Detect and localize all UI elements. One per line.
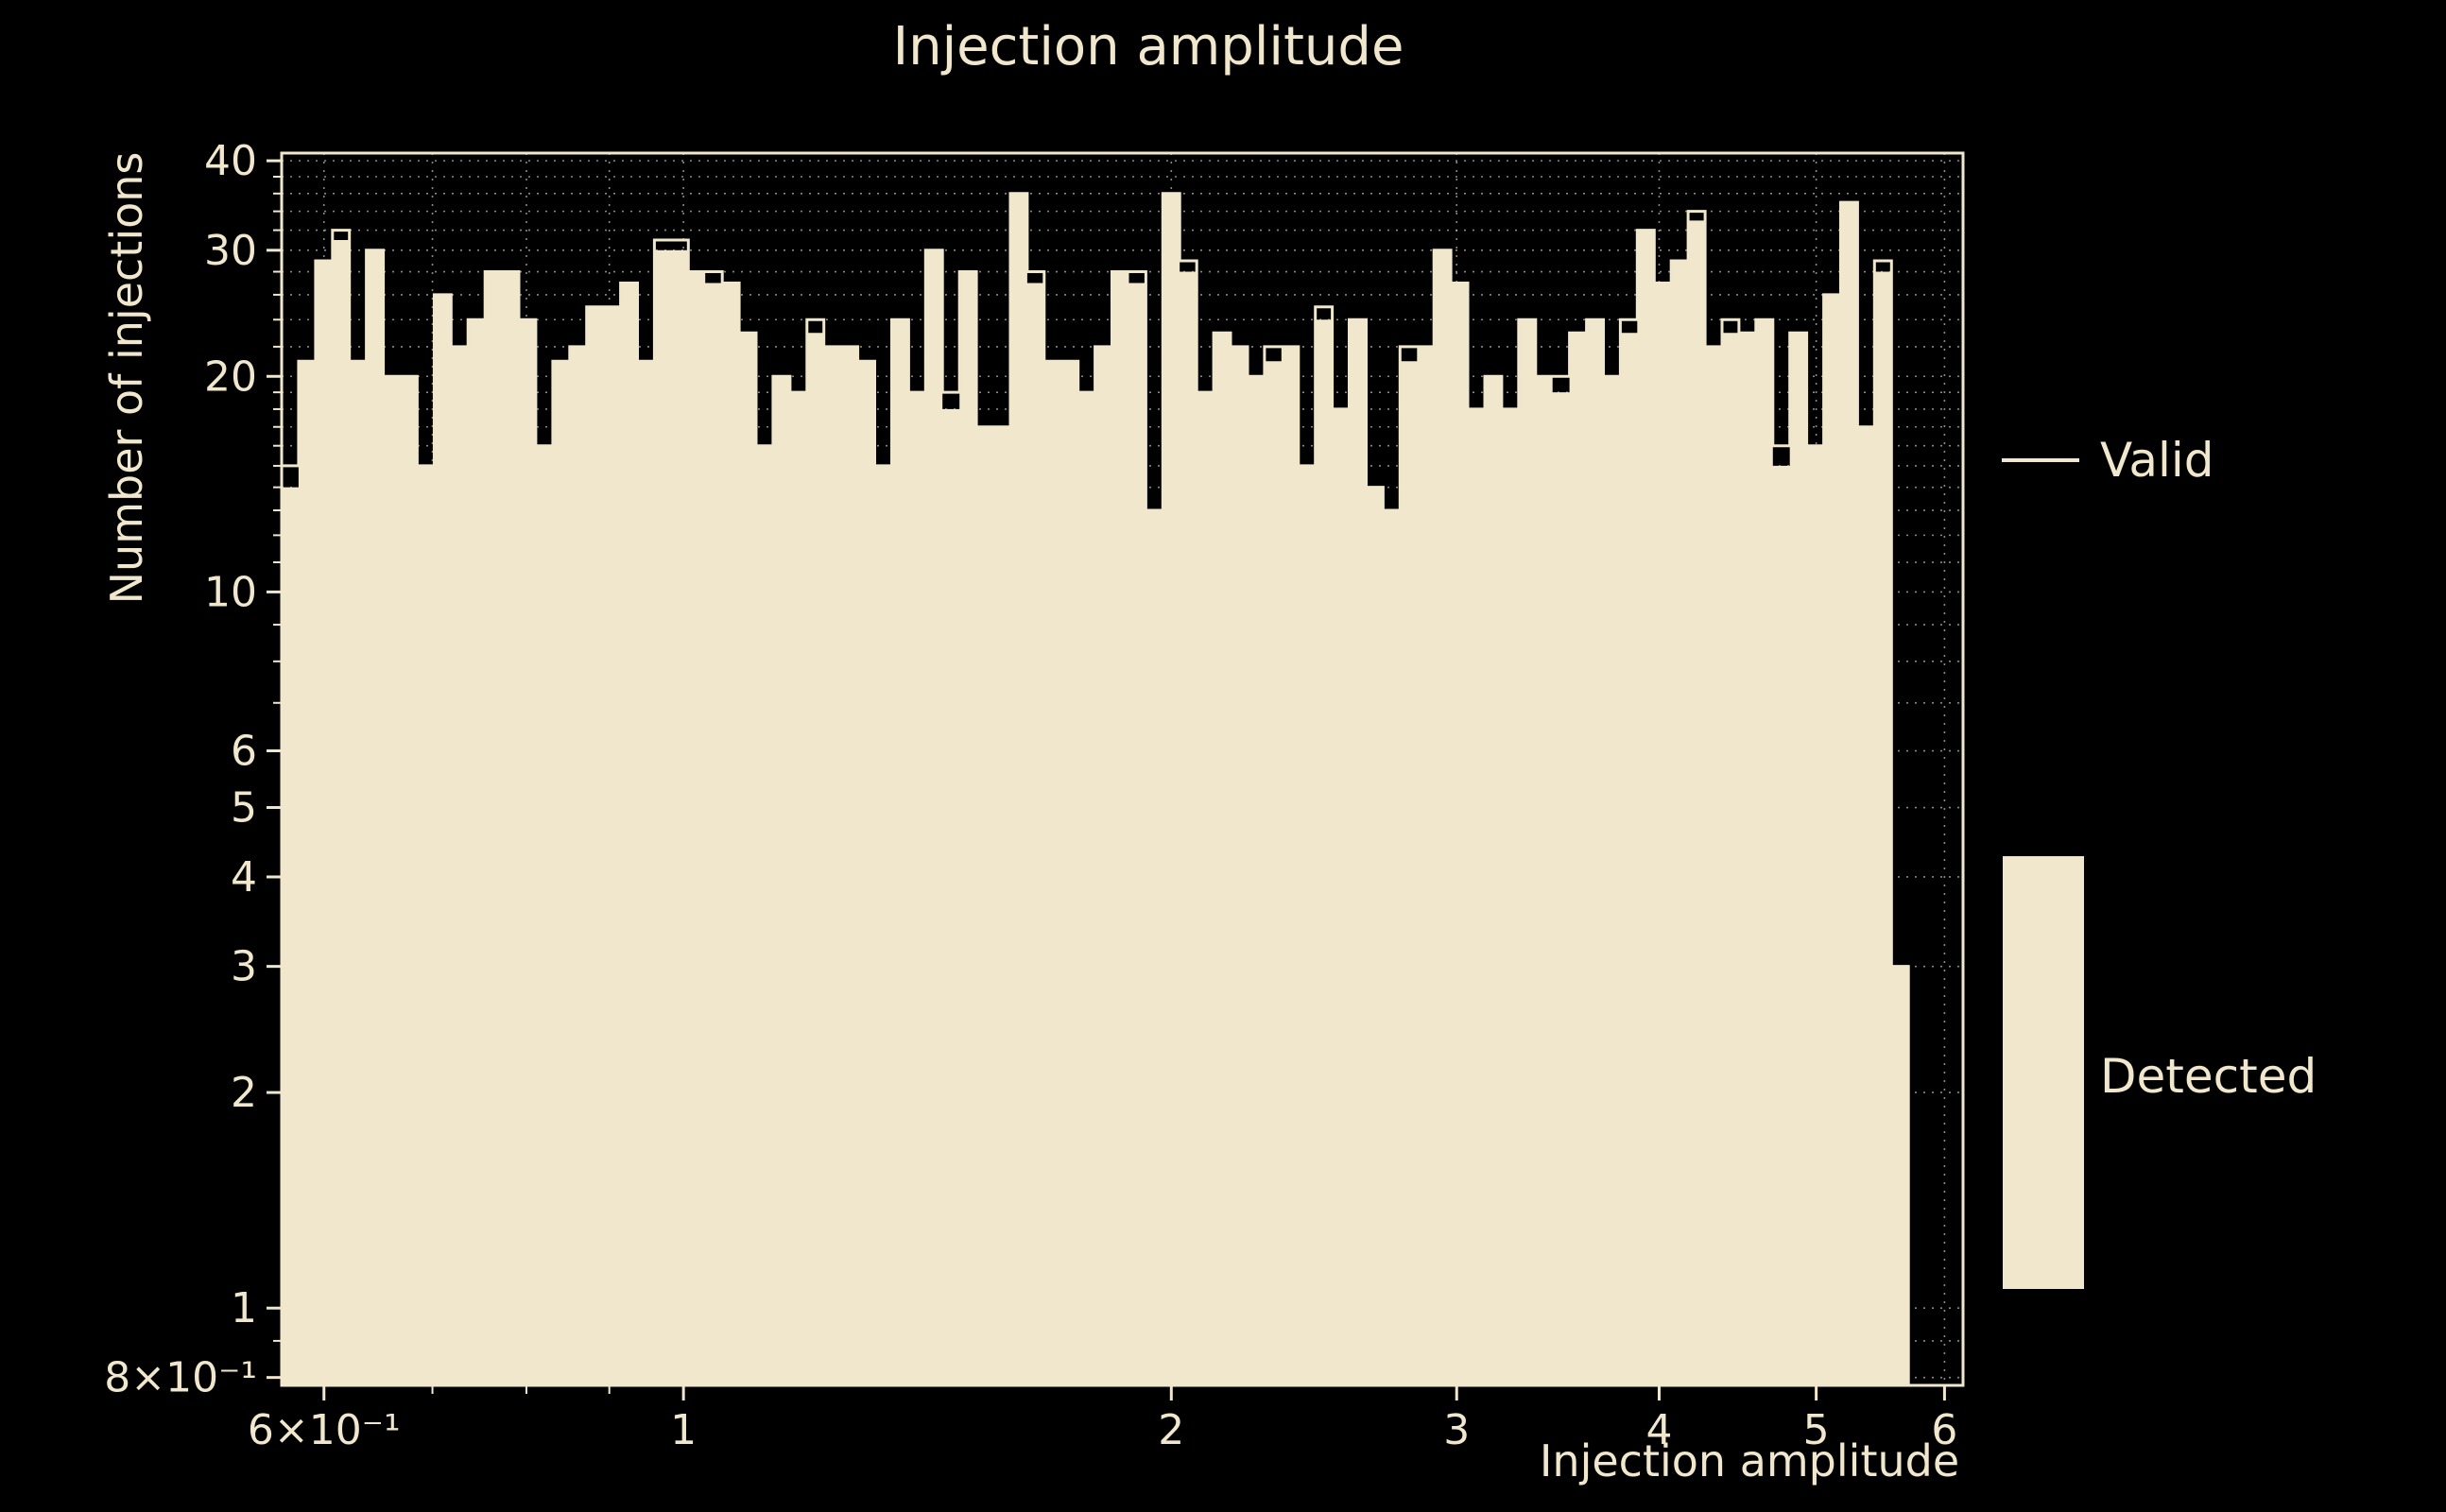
detected-legend-swatch-icon — [2003, 856, 2084, 1289]
y-tick-label: 6 — [231, 728, 257, 776]
x-tick-label: 5 — [1803, 1406, 1830, 1454]
plot-frame — [280, 151, 1965, 1387]
y-tick-label: 5 — [231, 784, 257, 833]
x-tick-label: 3 — [1443, 1406, 1470, 1454]
y-tick-label: 3 — [231, 943, 257, 991]
y-tick-label: 10 — [204, 568, 257, 616]
y-tick-label: 2 — [231, 1069, 257, 1117]
valid-step-line — [280, 192, 1910, 1385]
y-tick-label: 20 — [204, 352, 257, 401]
detected-fill — [282, 193, 1909, 1385]
valid-legend-label: Valid — [2100, 433, 2213, 488]
y-tick-label: 8×10⁻¹ — [104, 1354, 257, 1402]
x-axis-label: Injection amplitude — [1540, 1435, 1959, 1486]
detected-legend-label: Detected — [2100, 1049, 2317, 1104]
x-tick-label: 6 — [1931, 1406, 1957, 1454]
y-tick-label: 40 — [204, 137, 257, 185]
chart-title: Injection amplitude — [893, 16, 1404, 77]
valid-outline — [280, 192, 1910, 1385]
legend: Valid Detected — [2002, 433, 2317, 1289]
y-axis-label: Number of injections — [101, 152, 152, 605]
y-tick-label: 4 — [231, 853, 257, 902]
x-tick-label: 4 — [1645, 1406, 1672, 1454]
detected-histogram — [282, 193, 1909, 1385]
axis-tick-labels: 6×10⁻¹ 1 2 3 4 5 6 8×10⁻¹ 1 2 3 4 5 6 10 20 30 40 — [104, 137, 1957, 1454]
x-tick-label: 6×10⁻¹ — [248, 1406, 401, 1454]
y-tick-label: 1 — [231, 1284, 257, 1332]
x-tick-label: 2 — [1158, 1406, 1184, 1454]
frame-rect — [280, 151, 1965, 1387]
axis-ticks — [267, 159, 1946, 1400]
x-tick-label: 1 — [670, 1406, 697, 1454]
y-tick-label: 30 — [204, 227, 257, 275]
